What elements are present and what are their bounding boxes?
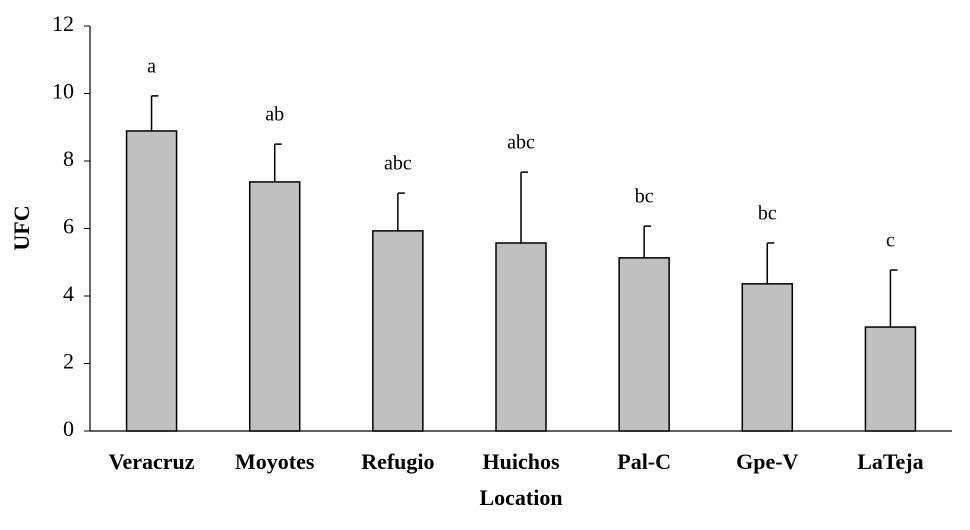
bar [741,283,794,432]
y-tick-label: 4 [63,281,74,306]
error-bar [766,242,775,284]
x-tick-label: Refugio [361,449,434,474]
y-tick-label: 10 [52,79,74,104]
annotation: a [147,55,156,77]
y-tick-label: 8 [63,146,74,171]
x-tick-label: Pal-C [617,449,671,474]
annotation: bc [635,186,654,208]
x-tick-label: LaTeja [857,449,923,474]
error-bar [397,192,405,231]
x-tick-label: Veracruz [109,449,195,474]
y-tick-label: 6 [63,214,74,239]
error-bar [520,171,528,244]
error-bar [150,95,159,131]
error-bar [643,225,652,258]
x-tick-label: Gpe-V [736,449,798,474]
x-tick-label: Moyotes [235,449,315,474]
y-tick-label: 2 [63,349,74,374]
bar [248,181,301,432]
y-tick-label: 12 [52,11,74,36]
y-tick-label: 0 [63,416,74,441]
bar [618,257,670,432]
bar [125,130,178,432]
annotation: abc [507,132,535,154]
annotation: c [886,230,895,252]
error-bar [273,143,282,182]
x-axis-title: Location [479,485,562,510]
annotation: bc [758,203,777,225]
y-axis-title: UFC [9,205,34,250]
bar [495,242,547,432]
annotation: ab [265,104,284,126]
bar [372,230,424,432]
bar [864,326,917,432]
annotation: abc [384,153,412,175]
x-tick-label: Huichos [482,449,559,474]
error-bar [889,269,898,328]
